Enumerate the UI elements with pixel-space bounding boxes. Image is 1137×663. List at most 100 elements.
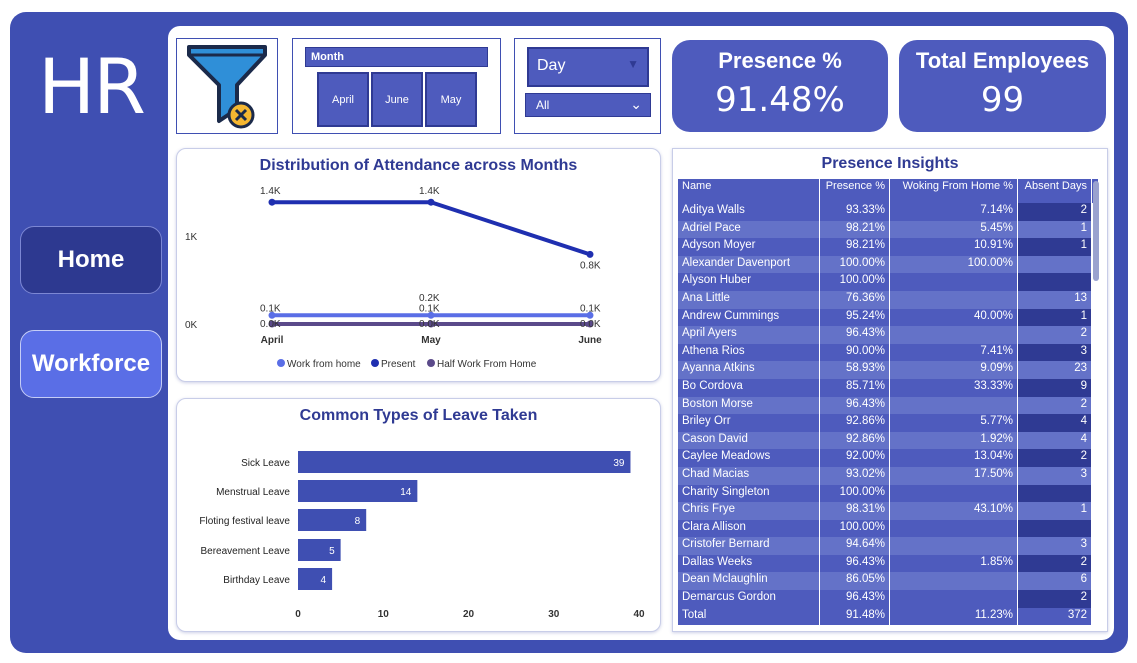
day-value-dropdown[interactable]: All ⌄ (525, 93, 651, 117)
cell-wfh: 33.33% (890, 378, 1018, 397)
line-chart-title: Distribution of Attendance across Months (259, 157, 578, 174)
bar-category-label: Floting festival leave (199, 516, 290, 527)
cell-absent (1018, 484, 1092, 503)
chevron-down-icon: ▼ (627, 57, 639, 71)
bar-category-label: Birthday Leave (223, 575, 290, 586)
cell-wfh: 40.00% (890, 308, 1018, 327)
data-label: 0.2K (419, 293, 440, 304)
table-row[interactable]: Demarcus Gordon 96.43% 2 (678, 590, 1098, 608)
bar-value-label: 39 (613, 458, 625, 469)
cell-name: April Ayers (678, 326, 820, 344)
total-cell: Total (678, 607, 820, 626)
table-row[interactable]: Ana Little 76.36% 13 (678, 290, 1098, 309)
cell-presence: 92.00% (820, 449, 890, 467)
table-row[interactable]: Chad Macias 93.02% 17.50% 3 (678, 466, 1098, 485)
cell-presence: 96.43% (820, 396, 890, 415)
table-row[interactable]: Dean Mclaughlin 86.05% 6 (678, 572, 1098, 591)
col-header-presence[interactable]: Presence % (820, 179, 890, 203)
table-row[interactable]: Ayanna Atkins 58.93% 9.09% 23 (678, 361, 1098, 379)
table-row[interactable]: Clara Allison 100.00% (678, 519, 1098, 538)
table-row[interactable]: Bo Cordova 85.71% 33.33% 9 (678, 378, 1098, 397)
kpi-presence-card: Presence % 91.48% (672, 40, 888, 132)
chevron-down-icon: ⌄ (630, 96, 642, 112)
table-row[interactable]: Andrew Cummings 95.24% 40.00% 1 (678, 308, 1098, 327)
table-row[interactable]: Aditya Walls 93.33% 7.14% 2 (678, 203, 1098, 221)
day-dropdown[interactable]: Day ▼ (527, 47, 649, 87)
leave-bar-chart: Common Types of Leave Taken Sick Leave 39… (176, 398, 661, 632)
table-total-row: Total 91.48% 11.23% 372 (678, 607, 1098, 626)
cell-presence: 93.33% (820, 203, 890, 221)
cell-presence: 96.43% (820, 554, 890, 573)
cell-absent (1018, 519, 1092, 538)
data-point (427, 311, 435, 319)
table-row[interactable]: Charity Singleton 100.00% (678, 484, 1098, 503)
cell-presence: 100.00% (820, 519, 890, 538)
table-row[interactable]: Cason David 92.86% 1.92% 4 (678, 431, 1098, 450)
kpi-employees-value: 99 (980, 80, 1025, 120)
cell-absent: 2 (1018, 449, 1092, 467)
table-row[interactable]: Cristofer Bernard 94.64% 3 (678, 537, 1098, 555)
cell-absent: 2 (1018, 590, 1092, 608)
cell-name: Boston Morse (678, 396, 820, 415)
y-tick-label: 1K (185, 232, 198, 243)
col-header-wfh[interactable]: Woking From Home % (890, 179, 1018, 203)
table-row[interactable]: Alexander Davenport 100.00% 100.00% (678, 255, 1098, 274)
cell-name: Clara Allison (678, 519, 820, 538)
data-label: 0.0K (580, 319, 601, 330)
cell-presence: 98.31% (820, 502, 890, 520)
cell-absent: 2 (1018, 396, 1092, 415)
nav-home-button[interactable]: Home (20, 226, 162, 294)
cell-presence: 92.86% (820, 414, 890, 432)
cell-name: Andrew Cummings (678, 308, 820, 327)
table-row[interactable]: Athena Rios 90.00% 7.41% 3 (678, 343, 1098, 362)
clear-filters-button[interactable] (176, 38, 278, 134)
month-april-button[interactable]: April (317, 72, 369, 127)
table-header-row: Name Presence % Woking From Home % Absen… (678, 179, 1098, 203)
cell-absent: 2 (1018, 554, 1092, 573)
bar (298, 451, 631, 473)
cell-presence: 93.02% (820, 466, 890, 485)
cell-absent (1018, 255, 1092, 274)
data-point (586, 311, 594, 319)
col-header-absent[interactable]: Absent Days (1018, 179, 1092, 203)
total-cell: 11.23% (890, 607, 1018, 626)
cell-name: Cason David (678, 431, 820, 450)
cell-absent: 4 (1018, 414, 1092, 432)
cell-name: Chad Macias (678, 466, 820, 485)
cell-absent: 1 (1018, 238, 1092, 256)
month-june-button[interactable]: June (371, 72, 423, 127)
kpi-employees-title: Total Employees (915, 48, 1090, 73)
cell-wfh: 9.09% (890, 361, 1018, 379)
table-row[interactable]: Adyson Moyer 98.21% 10.91% 1 (678, 238, 1098, 256)
cell-absent: 23 (1018, 361, 1092, 379)
table-row[interactable]: Boston Morse 96.43% 2 (678, 396, 1098, 415)
data-label: 0.1K (580, 303, 601, 314)
bar-chart-svg: Sick Leave 39 Menstrual Leave 14 Floting fes… (199, 451, 645, 620)
table-row[interactable]: Caylee Meadows 92.00% 13.04% 2 (678, 449, 1098, 467)
cell-absent: 2 (1018, 326, 1092, 344)
cell-absent: 3 (1018, 537, 1092, 555)
cell-name: Charity Singleton (678, 484, 820, 503)
data-point (586, 250, 594, 258)
table-title: Presence Insights (821, 155, 959, 172)
cell-wfh (890, 537, 1018, 555)
table-row[interactable]: April Ayers 96.43% 2 (678, 326, 1098, 344)
bar-value-label: 5 (329, 546, 335, 557)
table-row[interactable]: Alyson Huber 100.00% (678, 273, 1098, 291)
bar-category-label: Bereavement Leave (200, 546, 290, 557)
legend-marker (277, 359, 285, 367)
data-label: 0.8K (580, 260, 601, 271)
table-row[interactable]: Chris Frye 98.31% 43.10% 1 (678, 502, 1098, 520)
table-row[interactable]: Briley Orr 92.86% 5.77% 4 (678, 414, 1098, 432)
nav-workforce-button[interactable]: Workforce (20, 330, 162, 398)
legend-entry: Work from home (287, 359, 361, 370)
cell-wfh: 1.92% (890, 431, 1018, 450)
table-row[interactable]: Adriel Pace 98.21% 5.45% 1 (678, 220, 1098, 239)
table-row[interactable]: Dallas Weeks 96.43% 1.85% 2 (678, 554, 1098, 573)
col-header-name[interactable]: Name (678, 179, 820, 203)
kpi-presence-title: Presence % (718, 48, 842, 73)
table-scrollbar[interactable] (1093, 181, 1099, 281)
kpi-presence-value: 91.48% (715, 80, 845, 120)
month-may-button[interactable]: May (425, 72, 477, 127)
table-body: Name Presence % Woking From Home % Absen… (678, 179, 1098, 626)
